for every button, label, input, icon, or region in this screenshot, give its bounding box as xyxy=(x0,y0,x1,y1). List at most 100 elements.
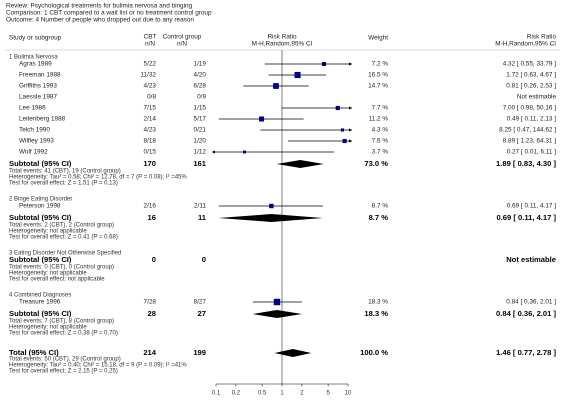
x-tick-label: 10 xyxy=(345,391,352,397)
cbt-count: 4/23 xyxy=(144,127,157,134)
cbt-count: 0 xyxy=(152,255,156,264)
effect-estimate: 0.69 [ 0.11, 4.17 ] xyxy=(507,203,556,210)
study-name: Laessle 1987 xyxy=(19,94,57,101)
control-count: 4/20 xyxy=(194,72,207,79)
study-name: Agras 1989 xyxy=(19,61,52,68)
cbt-count: 170 xyxy=(143,159,156,168)
control-count: 8/27 xyxy=(194,299,207,306)
effect-estimate: 4.32 [ 0.55, 33.79 ] xyxy=(503,61,557,68)
study-square xyxy=(243,150,246,154)
x-tick-label: 0.5 xyxy=(258,391,267,397)
effect-estimate: 0.81 [ 0.26, 2.53 ] xyxy=(506,83,556,90)
x-tick-label: 1 xyxy=(280,391,284,397)
effect-estimate: 0.49 [ 0.11, 2.13 ] xyxy=(507,116,556,123)
weight: 16.5 % xyxy=(368,72,388,79)
cbt-count: 11/32 xyxy=(140,72,156,79)
group-label: 2 Binge Eating Disorder xyxy=(9,197,72,203)
column-header: Risk Ratio xyxy=(527,34,557,41)
ci-arrow xyxy=(349,128,352,132)
weight: 14.7 % xyxy=(368,83,388,90)
effect-estimate: Not estimable xyxy=(517,94,557,101)
group-label: 1 Bulimia Nervosa xyxy=(9,55,58,61)
effect-estimate: 1.46 [ 0.77, 2.78 ] xyxy=(496,348,556,357)
study-square xyxy=(294,71,301,79)
cbt-count: 214 xyxy=(143,348,156,357)
cbt-count: 28 xyxy=(148,309,156,318)
control-count: 0 xyxy=(202,255,206,264)
pooled-diamond xyxy=(274,349,312,357)
effect-estimate: 8.89 [ 1.23, 64.31 ] xyxy=(503,138,557,145)
effect-estimate: 0.84 [ 0.36, 2.01 ] xyxy=(506,299,556,306)
weight: 8.7 % xyxy=(372,203,389,210)
ci-arrow xyxy=(212,150,215,154)
study-square xyxy=(335,105,340,111)
weight: 4.3 % xyxy=(372,127,389,134)
column-header: n/N xyxy=(145,41,155,48)
study-name: Freeman 1988 xyxy=(19,72,61,79)
subgroup-note: Test for overall effect: Z = 1.51 (P = 0… xyxy=(9,181,118,187)
column-header: M-H,Random,95% CI xyxy=(495,41,556,48)
control-count: 199 xyxy=(193,348,206,357)
study-square xyxy=(342,138,347,144)
study-name: Griffiths 1993 xyxy=(19,83,57,90)
effect-estimate: 0.69 [ 0.11, 4.17 ] xyxy=(496,213,556,222)
study-name: Wolf 1992 xyxy=(19,149,48,156)
effect-estimate: 1.72 [ 0.63, 4.67 ] xyxy=(506,72,556,79)
weight: 3.7 % xyxy=(372,149,389,156)
cbt-count: 2/16 xyxy=(144,203,157,210)
column-header: M-H,Random,95% CI xyxy=(252,41,313,48)
study-square xyxy=(273,83,279,89)
subtotal-label: Subtotal (95% CI) xyxy=(9,309,72,318)
ci-arrow xyxy=(349,106,352,110)
pooled-diamond xyxy=(252,310,303,318)
column-header: n/N xyxy=(177,41,187,48)
subgroup-note: Total events: 41 (CBT), 19 (Control grou… xyxy=(9,169,121,175)
cbt-count: 16 xyxy=(148,213,156,222)
weight: 73.0 % xyxy=(364,159,388,168)
cbt-count: 4/23 xyxy=(144,83,157,90)
subgroup-note: Heterogeneity: not applicable xyxy=(9,229,87,235)
study-name: Peterson 1998 xyxy=(19,203,61,210)
study-name: Treasure 1996 xyxy=(19,299,61,306)
weight: 8.7 % xyxy=(369,213,389,222)
weight: 100.0 % xyxy=(360,348,388,357)
study-square xyxy=(269,203,274,209)
cbt-count: 0/8 xyxy=(147,94,156,101)
total-note: Total events: 50 (CBT), 29 (Control grou… xyxy=(9,357,121,363)
subgroup-note: Total events: 7 (CBT), 8 (Control group) xyxy=(9,319,114,325)
control-count: 27 xyxy=(198,309,206,318)
control-count: 0/21 xyxy=(194,127,207,134)
effect-estimate: 0.27 [ 0.01, 6.11 ] xyxy=(507,149,556,156)
weight: 11.2 % xyxy=(369,116,389,123)
column-header: Study or subgroup xyxy=(9,35,62,42)
effect-estimate: 8.25 [ 0.47, 144.62 ] xyxy=(499,127,556,134)
column-header: Risk Ratio xyxy=(267,34,297,41)
study-square xyxy=(259,116,265,122)
weight: 7.7 % xyxy=(372,105,389,112)
subgroup-note: Heterogeneity: not applicable xyxy=(9,271,87,277)
cbt-count: 0/15 xyxy=(144,149,157,156)
effect-estimate: Not estimable xyxy=(506,255,556,264)
ci-arrow xyxy=(349,62,352,66)
study-square xyxy=(340,128,345,132)
control-count: 0/9 xyxy=(197,94,206,101)
study-square xyxy=(321,61,326,67)
weight: 18.3 % xyxy=(364,309,388,318)
effect-estimate: 7.00 [ 0.98, 50.16 ] xyxy=(503,105,557,112)
subgroup-note: Test for overall effect: Z = 0.41 (P = 0… xyxy=(9,235,118,241)
subtotal-label: Subtotal (95% CI) xyxy=(9,213,72,222)
control-count: 1/15 xyxy=(194,105,207,112)
control-count: 1/19 xyxy=(194,61,207,68)
column-header: CBT xyxy=(144,34,157,41)
cbt-count: 2/14 xyxy=(144,116,157,123)
control-count: 161 xyxy=(193,159,206,168)
control-count: 11 xyxy=(198,213,207,222)
total-note: Heterogeneity: Tau² = 0.40; Chi² = 15.18… xyxy=(9,363,187,369)
effect-estimate: 1.89 [ 0.83, 4.30 ] xyxy=(496,159,556,168)
pooled-diamond xyxy=(218,214,323,222)
subtotal-label: Total (95% CI) xyxy=(9,348,59,357)
study-name: Lee 1986 xyxy=(19,105,46,112)
cbt-count: 5/22 xyxy=(144,61,157,68)
review: Review: Psychological treatments for bul… xyxy=(6,3,193,10)
